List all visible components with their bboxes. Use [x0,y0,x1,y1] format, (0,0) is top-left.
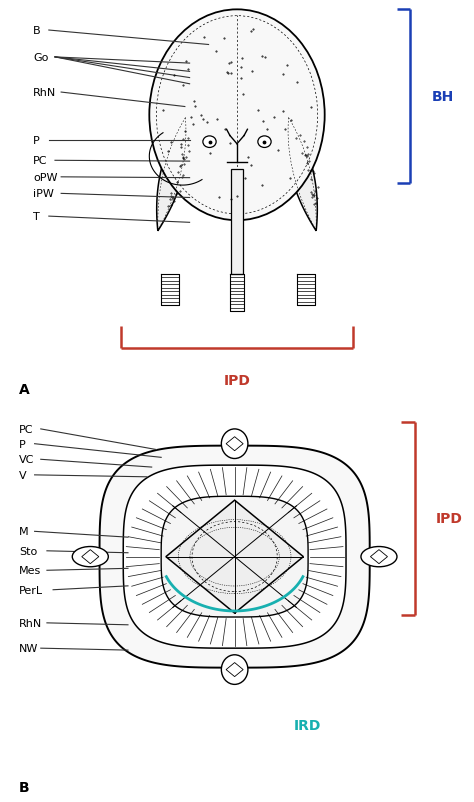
Ellipse shape [361,547,397,567]
Polygon shape [100,446,370,668]
Polygon shape [226,437,243,452]
Ellipse shape [72,547,108,567]
Text: P: P [19,439,26,449]
Polygon shape [161,496,308,618]
Text: IRD: IRD [294,719,321,732]
Text: PC: PC [33,156,48,166]
Text: Go: Go [33,53,48,63]
Polygon shape [287,119,317,232]
Polygon shape [226,662,243,677]
Text: iPW: iPW [33,189,54,199]
Text: Sto: Sto [19,546,37,556]
Text: M: M [19,527,28,537]
Text: B: B [33,26,41,36]
Text: VC: VC [19,455,34,464]
Text: V: V [19,470,27,480]
Polygon shape [82,550,99,564]
Text: A: A [19,383,30,396]
Polygon shape [231,169,243,274]
Text: T: T [33,212,40,222]
Text: Mes: Mes [19,565,41,576]
Text: PC: PC [19,424,34,435]
Ellipse shape [258,136,271,148]
Polygon shape [370,550,387,564]
Text: RhN: RhN [33,88,56,98]
Text: oPW: oPW [33,172,58,183]
Ellipse shape [221,429,248,459]
Polygon shape [123,465,346,648]
Text: RhN: RhN [19,618,42,628]
Text: BH: BH [431,90,454,104]
Text: B: B [19,780,29,794]
Text: PerL: PerL [19,585,43,595]
Text: IPD: IPD [436,511,463,525]
Ellipse shape [221,655,248,685]
Ellipse shape [149,10,325,221]
Polygon shape [166,500,303,614]
Text: P: P [33,136,40,145]
Ellipse shape [203,136,216,148]
Text: NW: NW [19,643,38,654]
Polygon shape [157,119,187,232]
Text: IPD: IPD [224,374,250,388]
